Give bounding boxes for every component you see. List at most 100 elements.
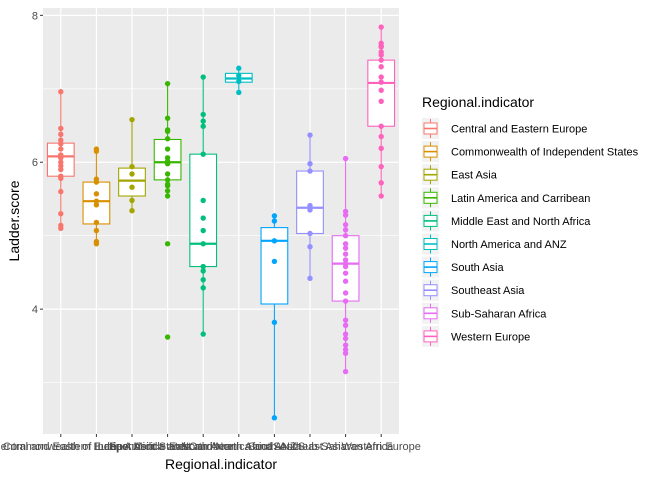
data-point	[342, 221, 349, 228]
box-group	[153, 80, 182, 340]
legend-item: South Asia	[422, 256, 504, 278]
data-point	[307, 132, 313, 138]
data-point	[236, 72, 242, 79]
data-point	[129, 116, 135, 123]
legend-item: Central and Eastern Europe	[422, 118, 587, 139]
data-point	[164, 183, 171, 189]
data-point	[378, 193, 384, 199]
data-point	[342, 245, 349, 251]
data-point	[164, 146, 171, 152]
box-layer	[46, 24, 396, 421]
data-point	[93, 241, 100, 247]
data-point	[129, 163, 135, 170]
data-point	[378, 74, 384, 80]
data-point	[378, 145, 384, 151]
data-point	[342, 350, 349, 356]
data-point	[378, 52, 384, 58]
x-tick-label: East Asia	[109, 441, 156, 453]
data-point	[58, 166, 64, 173]
data-point	[164, 128, 171, 135]
data-point	[129, 184, 135, 190]
data-point	[164, 241, 171, 247]
data-point	[342, 241, 349, 247]
data-point	[342, 270, 349, 276]
data-point	[164, 115, 171, 121]
legend-label: East Asia	[451, 170, 498, 182]
data-point	[200, 111, 206, 118]
data-point	[378, 123, 384, 129]
data-point	[342, 331, 349, 337]
data-point	[58, 146, 64, 152]
data-point	[271, 238, 278, 244]
box-group	[46, 89, 75, 232]
data-point	[307, 202, 313, 209]
legend-title: Regional.indicator	[422, 94, 534, 110]
data-point	[236, 65, 242, 71]
legend-label: Latin America and Carribean	[451, 193, 590, 205]
data-point	[164, 136, 171, 142]
data-point	[378, 163, 384, 170]
data-point	[271, 415, 278, 421]
data-point	[342, 317, 349, 323]
box-group	[331, 155, 360, 375]
legend-item: Southeast Asia	[422, 279, 525, 301]
legend-item: East Asia	[422, 164, 498, 186]
data-point	[200, 227, 206, 234]
y-tick-label: 8	[32, 10, 38, 22]
x-tick-label: Latin America and Carribean	[98, 441, 237, 453]
data-point	[378, 79, 384, 85]
data-point	[164, 334, 171, 340]
data-point	[200, 285, 206, 291]
data-point	[342, 290, 349, 296]
box-group	[189, 74, 218, 337]
data-point	[164, 161, 171, 167]
data-point	[200, 118, 206, 124]
box-group	[224, 65, 253, 96]
data-point	[164, 171, 171, 177]
y-axis-title: Ladder.score	[6, 180, 22, 261]
data-point	[271, 213, 278, 219]
data-point	[271, 218, 278, 224]
legend-item: Western Europe	[422, 325, 530, 347]
data-point	[271, 319, 278, 326]
data-point	[271, 258, 278, 265]
data-point	[342, 368, 349, 375]
data-point	[307, 230, 313, 237]
legend-item: Latin America and Carribean	[422, 187, 590, 209]
legend-label: Western Europe	[451, 331, 530, 343]
data-point	[342, 263, 349, 270]
data-point	[236, 78, 242, 85]
data-point	[200, 268, 206, 274]
data-point	[200, 215, 206, 221]
box	[189, 153, 218, 268]
x-tick-label: Sub-Saharan Africa	[298, 441, 394, 453]
data-point	[342, 212, 349, 218]
data-point	[200, 277, 206, 283]
data-point	[93, 219, 100, 226]
data-point	[200, 331, 206, 337]
legend-label: Southeast Asia	[451, 285, 525, 297]
x-tick-label: Western Europe	[342, 441, 421, 453]
box	[118, 167, 146, 197]
data-point	[236, 89, 242, 96]
x-tick-label: Commonwealth of Independent States	[3, 441, 191, 453]
data-point	[342, 251, 349, 257]
data-point	[342, 278, 349, 284]
legend-label: Central and Eastern Europe	[451, 124, 587, 136]
data-point	[129, 197, 135, 204]
data-point	[164, 177, 171, 183]
legend-label: Middle East and North Africa	[451, 216, 591, 228]
legend-item: Sub-Saharan Africa	[422, 302, 547, 324]
data-point	[58, 188, 64, 195]
legend: Regional.indicator Central and Eastern E…	[422, 94, 639, 347]
data-point	[93, 179, 100, 185]
x-axis-title: Regional.indicator	[165, 456, 277, 472]
data-point	[200, 74, 206, 80]
data-point	[378, 180, 384, 186]
data-point	[378, 98, 384, 104]
data-point	[200, 197, 206, 204]
legend-label: South Asia	[451, 262, 504, 274]
legend-item: North America and ANZ	[422, 233, 567, 255]
box-group	[296, 132, 324, 281]
